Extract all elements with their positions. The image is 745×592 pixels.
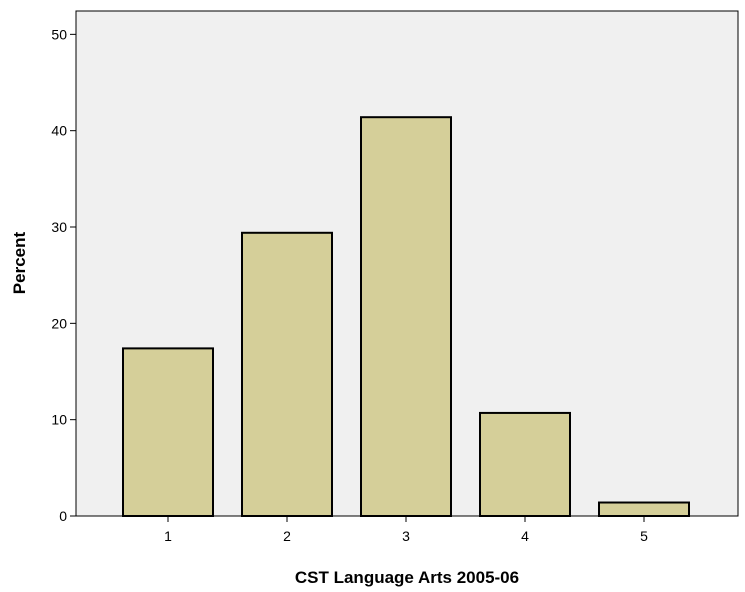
y-tick-label: 40 (51, 123, 67, 139)
x-tick-label: 4 (521, 528, 529, 544)
bar-2 (241, 231, 333, 517)
bar-1 (122, 347, 214, 517)
x-tick-label: 5 (640, 528, 648, 544)
y-tick-label: 0 (59, 508, 67, 524)
y-axis: 0 10 20 30 40 50 (51, 26, 76, 524)
x-axis-title: CST Language Arts 2005-06 (295, 568, 519, 587)
y-tick-label: 10 (51, 412, 67, 428)
y-axis-title: Percent (10, 231, 29, 294)
x-tick-label: 3 (402, 528, 410, 544)
y-tick-label: 30 (51, 219, 67, 235)
bar-3 (360, 116, 452, 518)
y-tick-label: 20 (51, 315, 67, 331)
x-tick-label: 1 (164, 528, 172, 544)
bars-group (122, 116, 690, 518)
bar-5 (598, 501, 690, 517)
bar-4 (479, 411, 571, 518)
x-tick-label: 2 (283, 528, 291, 544)
x-axis: 1 2 3 4 5 (164, 516, 648, 544)
y-tick-label: 50 (51, 26, 67, 42)
